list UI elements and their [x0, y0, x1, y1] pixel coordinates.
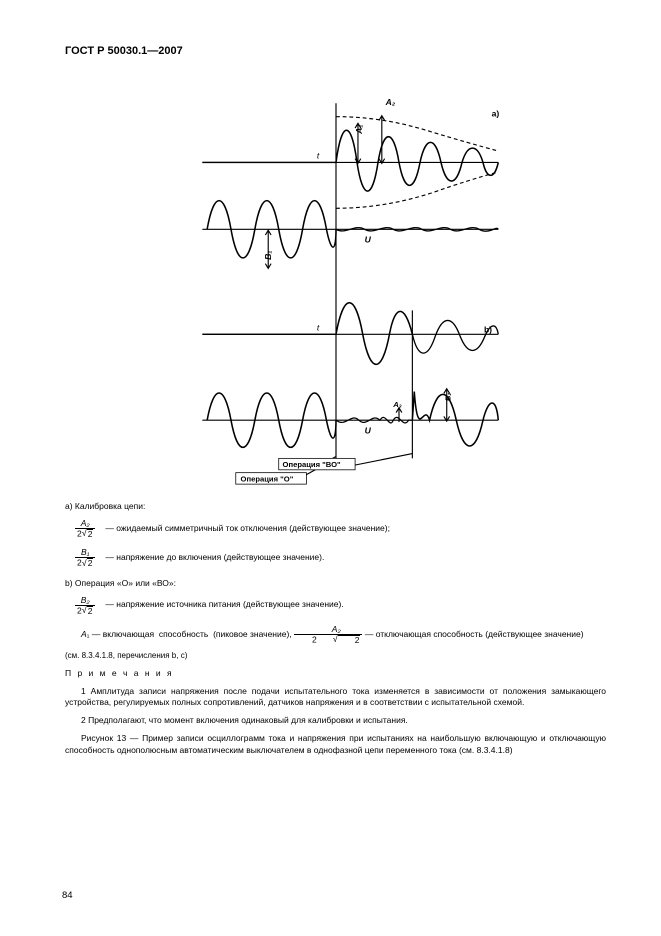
- formula-a1: A₂ 2√2 — ожидаемый симметричный ток откл…: [75, 519, 606, 538]
- label-t-a: t: [316, 151, 319, 161]
- note-2: 2 Предполагают, что момент включения оди…: [65, 715, 606, 727]
- label-t-b: t: [316, 322, 319, 332]
- op-box-vo: Операция "ВО": [282, 460, 340, 469]
- label-panel-b: b): [483, 324, 491, 334]
- label-B2: B₂: [443, 393, 452, 402]
- line-A: A₁A₁ — включающая способность (пиковое з…: [65, 625, 606, 644]
- notes-head: П р и м е ч а н и я: [65, 668, 606, 680]
- ref-line: (см. 8.3.4.1.8, перечисления b, c): [65, 650, 606, 661]
- figure-13: t A₂ A₁ a) U B₁ t b) U A₃ B₂ Операция "В…: [156, 67, 516, 487]
- figure-caption: Рисунок 13 — Пример записи осциллограмм …: [65, 733, 606, 757]
- label-A2: A₂: [384, 97, 395, 107]
- label-A1: A₁: [353, 125, 363, 135]
- section-b-title: b) Операция «О» или «ВО»:: [65, 578, 606, 590]
- label-panel-a: a): [491, 109, 499, 119]
- formula-b1: B₂ 2√2 — напряжение источника питания (д…: [75, 596, 606, 615]
- op-box-o: Операция "О": [240, 474, 293, 483]
- page-number: 84: [62, 890, 73, 901]
- doc-header: ГОСТ Р 50030.1—2007: [65, 45, 606, 57]
- label-U-top: U: [364, 235, 371, 245]
- label-U-bottom: U: [364, 426, 371, 436]
- section-a-title: a) Калибровка цепи:: [65, 501, 606, 513]
- label-A3: A₃: [392, 400, 402, 409]
- formula-a2: B₁ 2√2 — напряжение до включения (действ…: [75, 548, 606, 567]
- note-1: 1 Амплитуда записи напряжения после пода…: [65, 686, 606, 710]
- label-B1: B₁: [263, 251, 273, 260]
